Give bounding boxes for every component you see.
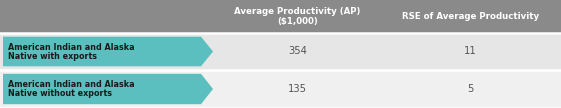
Text: 354: 354 [288, 47, 307, 56]
Text: 5: 5 [467, 84, 473, 94]
Bar [0, 70, 561, 108]
Text: 135: 135 [288, 84, 307, 94]
Bar [0, 0, 561, 33]
Polygon shape [3, 74, 213, 104]
Polygon shape [3, 37, 213, 66]
Bar [0, 33, 561, 70]
Text: ($1,000): ($1,000) [277, 17, 318, 26]
Text: Average Productivity (AP): Average Productivity (AP) [234, 7, 361, 16]
Text: 11: 11 [464, 47, 477, 56]
Text: RSE of Average Productivity: RSE of Average Productivity [402, 12, 539, 21]
Text: American Indian and Alaska: American Indian and Alaska [8, 80, 135, 89]
Text: Native with exports: Native with exports [8, 52, 97, 61]
Text: American Indian and Alaska: American Indian and Alaska [8, 43, 135, 52]
Text: Native without exports: Native without exports [8, 90, 112, 98]
